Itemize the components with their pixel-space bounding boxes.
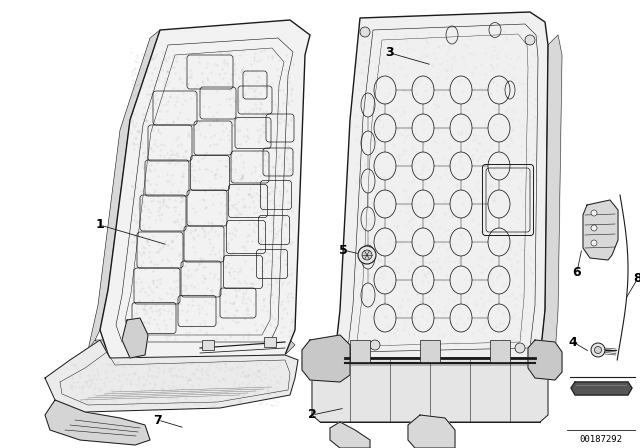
Bar bbox=[420, 340, 440, 362]
Text: 3: 3 bbox=[386, 47, 394, 60]
Circle shape bbox=[591, 210, 597, 216]
Text: 1: 1 bbox=[95, 219, 104, 232]
Text: 7: 7 bbox=[154, 414, 163, 426]
Circle shape bbox=[362, 250, 372, 260]
Text: 00187292: 00187292 bbox=[579, 435, 623, 444]
Polygon shape bbox=[100, 20, 310, 360]
Polygon shape bbox=[540, 35, 562, 358]
Bar bbox=[350, 340, 370, 362]
Bar bbox=[490, 340, 510, 362]
Polygon shape bbox=[571, 382, 632, 395]
Bar bbox=[202, 340, 214, 350]
Circle shape bbox=[591, 343, 605, 357]
Text: 6: 6 bbox=[573, 266, 581, 279]
Polygon shape bbox=[583, 200, 618, 260]
Polygon shape bbox=[45, 340, 298, 412]
Polygon shape bbox=[88, 30, 160, 350]
Polygon shape bbox=[45, 400, 150, 445]
Text: 4: 4 bbox=[568, 336, 577, 349]
Polygon shape bbox=[312, 358, 548, 422]
Polygon shape bbox=[302, 335, 350, 382]
Text: 5: 5 bbox=[339, 244, 348, 257]
Polygon shape bbox=[335, 12, 548, 362]
Text: 2: 2 bbox=[308, 409, 316, 422]
Circle shape bbox=[591, 225, 597, 231]
Circle shape bbox=[525, 35, 535, 45]
Circle shape bbox=[515, 343, 525, 353]
Polygon shape bbox=[122, 318, 148, 358]
Text: 8: 8 bbox=[634, 271, 640, 284]
Circle shape bbox=[360, 27, 370, 37]
Bar bbox=[264, 337, 276, 347]
Circle shape bbox=[358, 246, 376, 264]
Polygon shape bbox=[408, 415, 455, 448]
Polygon shape bbox=[330, 422, 370, 448]
Circle shape bbox=[595, 346, 602, 353]
Polygon shape bbox=[95, 335, 295, 360]
Circle shape bbox=[370, 340, 380, 350]
Circle shape bbox=[591, 240, 597, 246]
Polygon shape bbox=[528, 340, 562, 380]
